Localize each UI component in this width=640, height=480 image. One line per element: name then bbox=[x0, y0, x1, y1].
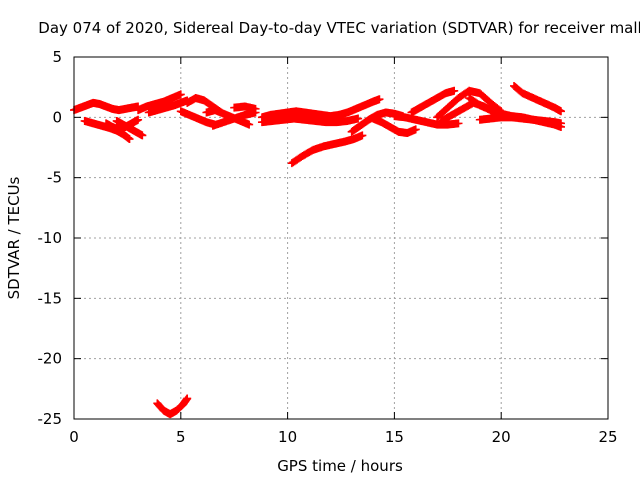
data-points bbox=[70, 81, 566, 419]
scatter-point-group bbox=[433, 86, 506, 122]
series-arc-24 bbox=[153, 394, 192, 419]
y-tick-label: -25 bbox=[38, 410, 63, 428]
scatter-point-group bbox=[510, 81, 566, 116]
series-arc-17 bbox=[390, 112, 463, 129]
x-axis-label: GPS time / hours bbox=[277, 457, 403, 475]
y-tick-label: 5 bbox=[52, 48, 62, 66]
x-tick-label: 5 bbox=[176, 428, 186, 446]
y-tick-label: 0 bbox=[52, 108, 62, 126]
y-tick-label: -10 bbox=[38, 229, 63, 247]
scatter-point-group bbox=[70, 98, 143, 115]
x-tick-label: 25 bbox=[598, 428, 617, 446]
x-tick-label: 15 bbox=[385, 428, 404, 446]
series-arc-5 bbox=[134, 90, 185, 115]
scatter-point-group bbox=[475, 113, 566, 128]
scatter-point-group bbox=[144, 96, 192, 117]
series-arc-11 bbox=[230, 102, 260, 113]
scatter-point-group bbox=[257, 95, 384, 122]
scatter-point-group bbox=[369, 114, 420, 138]
series-arc-6 bbox=[144, 96, 192, 117]
series-arc-22 bbox=[475, 113, 566, 128]
series-arc-1 bbox=[70, 98, 143, 115]
x-tick-label: 20 bbox=[492, 428, 511, 446]
axis-ticks: 0 5 10 15 20 25 5 0 -5 -10 -15 -20 -25 bbox=[38, 48, 618, 446]
series-arc-16 bbox=[369, 114, 420, 138]
y-tick-label: -20 bbox=[38, 350, 63, 368]
scatter-point-group bbox=[208, 108, 260, 130]
series-arc-4 bbox=[112, 116, 147, 140]
scatter-point-group bbox=[390, 112, 463, 129]
scatter-point-group bbox=[407, 86, 459, 117]
scatter-point-group bbox=[176, 107, 219, 129]
series-arc-19 bbox=[433, 86, 506, 122]
series-arc-10 bbox=[208, 108, 260, 130]
scatter-point-group bbox=[112, 116, 147, 140]
x-tick-label: 10 bbox=[278, 428, 297, 446]
series-arc-14 bbox=[287, 131, 367, 168]
scatter-point-group bbox=[153, 394, 192, 419]
chart-title: Day 074 of 2020, Sidereal Day-to-day VTE… bbox=[38, 19, 640, 37]
scatter-point-group bbox=[257, 114, 363, 127]
y-tick-label: -5 bbox=[47, 169, 62, 187]
scatter-point-group bbox=[230, 102, 260, 113]
series-arc-23 bbox=[510, 81, 566, 116]
series-arc-13 bbox=[257, 114, 363, 127]
series-arc-18 bbox=[407, 86, 459, 117]
y-axis-label: SDTVAR / TECUs bbox=[5, 176, 23, 299]
scatter-point-group bbox=[287, 131, 367, 168]
scatter-point-group bbox=[134, 90, 185, 115]
y-tick-label: -15 bbox=[38, 289, 63, 307]
x-tick-label: 0 bbox=[69, 428, 79, 446]
series-arc-12 bbox=[257, 95, 384, 122]
series-arc-8 bbox=[176, 107, 219, 129]
